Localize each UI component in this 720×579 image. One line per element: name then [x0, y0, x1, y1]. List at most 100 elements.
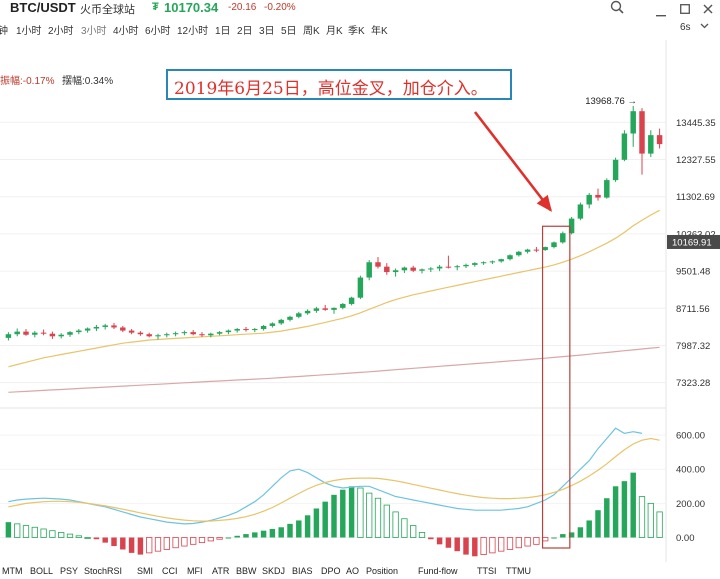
- osc-histogram-bar: [560, 534, 566, 538]
- candle-body: [14, 331, 20, 335]
- tab-skdj[interactable]: SKDJ: [262, 566, 286, 576]
- tab-fund-flow[interactable]: Fund-flow: [418, 566, 458, 576]
- tab-position[interactable]: Position: [366, 566, 399, 576]
- osc-histogram-bar: [5, 522, 12, 538]
- osc-histogram-bar: [515, 537, 522, 549]
- tab-mfi[interactable]: MFI: [187, 566, 203, 576]
- timeframe-2h[interactable]: 2小时: [48, 26, 74, 37]
- candle-body: [489, 261, 496, 263]
- tab-psy[interactable]: PSY: [60, 566, 79, 576]
- candle-body: [146, 334, 152, 337]
- candle-body: [120, 327, 126, 331]
- osc-histogram-bar: [304, 515, 311, 538]
- osc-tick-label: 0.00: [676, 533, 695, 544]
- osc-histogram-bar: [472, 537, 478, 557]
- osc-histogram-bar: [656, 511, 663, 538]
- minimize-icon[interactable]: [656, 6, 666, 21]
- timeframe-3d[interactable]: 3日: [259, 26, 275, 37]
- candlestick-series: [5, 105, 663, 341]
- annotation-text: 2019年6月25日，高位金叉，加仓介入。: [174, 79, 488, 99]
- osc-histogram-bar: [225, 537, 232, 539]
- osc-histogram-bar: [463, 537, 469, 555]
- tab-ttmu[interactable]: TTMU: [506, 566, 531, 576]
- tab-ttsi[interactable]: TTSI: [477, 566, 497, 576]
- candle-body: [533, 249, 540, 251]
- timeframe-month[interactable]: 月K: [326, 26, 343, 37]
- close-icon[interactable]: [703, 2, 713, 17]
- osc-histogram-bar: [498, 537, 505, 552]
- osc-histogram-bar: [287, 523, 293, 538]
- osc-histogram-bar: [207, 537, 214, 542]
- candle-body: [49, 333, 56, 337]
- timeframe-3h[interactable]: 3小时: [81, 26, 107, 37]
- candle-body: [419, 269, 425, 271]
- tab-bbw[interactable]: BBW: [236, 566, 257, 576]
- osc-histogram-bar: [154, 537, 162, 552]
- candle-body: [5, 334, 12, 338]
- candle-body: [480, 262, 487, 264]
- tab-boll[interactable]: BOLL: [30, 566, 54, 576]
- oscillator-panel: [0, 427, 666, 557]
- refresh-interval[interactable]: 6s: [680, 22, 691, 33]
- timeframe-year[interactable]: 年K: [371, 26, 388, 37]
- timeframe-1d[interactable]: 1日: [215, 26, 231, 37]
- candle-body: [560, 233, 566, 243]
- tab-bias[interactable]: BIAS: [292, 566, 313, 576]
- maximize-icon[interactable]: [680, 2, 690, 17]
- trading-pair[interactable]: BTC/USDT: [10, 0, 76, 15]
- price-change-pct: -0.20%: [264, 2, 296, 13]
- candle-body: [296, 313, 302, 317]
- osc-histogram-bar: [595, 510, 601, 538]
- osc-tick-label: 200.00: [676, 499, 705, 510]
- price-tick-label: 9501.48: [676, 267, 710, 278]
- timeframe-6h[interactable]: 6小时: [145, 26, 171, 37]
- tab-atr[interactable]: ATR: [212, 566, 230, 576]
- chevron-down-icon[interactable]: [700, 21, 709, 33]
- timeframe-4h[interactable]: 4小时: [113, 26, 139, 37]
- exchange-name[interactable]: 火币全球站: [80, 4, 135, 16]
- osc-histogram-bar: [401, 518, 408, 538]
- peak-price-label: 13968.76 →: [585, 96, 637, 107]
- tab-smi[interactable]: SMI: [137, 566, 154, 576]
- timeframe-minute[interactable]: 钟: [0, 26, 8, 37]
- osc-histogram-bar: [252, 532, 258, 538]
- tab-mtm[interactable]: MTM: [2, 566, 23, 576]
- amplitude-readout: 振幅:-0.17%: [0, 76, 55, 87]
- timeframe-12h[interactable]: 12小时: [177, 26, 209, 37]
- candle-body: [498, 259, 504, 262]
- tab-ao[interactable]: AO: [346, 566, 360, 576]
- candle-body: [199, 334, 205, 336]
- osc-histogram-bar: [40, 528, 47, 538]
- osc-slow-line: [8, 437, 660, 522]
- osc-histogram-bar: [340, 489, 346, 538]
- candle-body: [67, 332, 73, 335]
- candle-body: [155, 335, 161, 337]
- candle-body: [216, 332, 223, 334]
- tab-cci[interactable]: CCI: [162, 566, 178, 576]
- candle-body: [322, 308, 328, 310]
- timeframe-2d[interactable]: 2日: [237, 26, 253, 37]
- osc-histogram-bar: [489, 537, 496, 554]
- osc-histogram-bar: [428, 537, 434, 540]
- candle-body: [577, 204, 584, 219]
- annotation-arrow-head: [536, 194, 552, 212]
- search-icon[interactable]: [610, 0, 624, 17]
- timeframe-week[interactable]: 周K: [303, 26, 320, 37]
- timeframe-quarter[interactable]: 季K: [348, 26, 365, 37]
- osc-histogram-bar: [234, 535, 240, 538]
- osc-histogram-bar: [331, 494, 337, 538]
- tab-stochrsi[interactable]: StochRSI: [84, 566, 123, 576]
- timeframe-5d[interactable]: 5日: [281, 26, 297, 37]
- candle-body: [621, 133, 628, 160]
- osc-histogram-bar: [577, 527, 584, 538]
- candle-body: [516, 251, 522, 256]
- indicator-tabs: MTM BOLL PSY StochRSI SMI CCI MFI ATR BB…: [0, 566, 720, 579]
- timeframe-1h[interactable]: 1小时: [16, 26, 42, 37]
- osc-histogram-bar: [533, 537, 540, 545]
- candle-body: [542, 247, 548, 251]
- tab-dpo[interactable]: DPO: [321, 566, 341, 576]
- osc-histogram-bar: [22, 525, 30, 538]
- candle-body: [84, 328, 91, 331]
- osc-histogram-bar: [647, 502, 654, 538]
